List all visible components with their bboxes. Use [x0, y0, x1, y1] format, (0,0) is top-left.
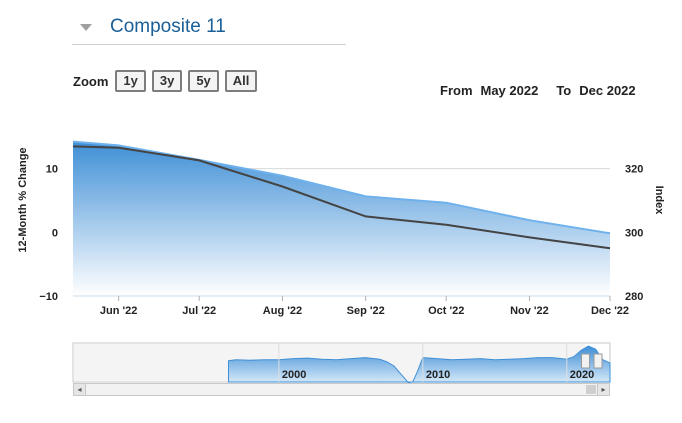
- x-axis-tick-label: Nov '22: [510, 305, 549, 317]
- from-label: From: [440, 83, 473, 98]
- to-date[interactable]: Dec 2022: [579, 83, 636, 98]
- x-axis-tick-label: Jun '22: [100, 305, 137, 317]
- panel-header: Composite 11: [72, 8, 346, 45]
- navigator-tick-label: 2020: [570, 369, 594, 381]
- zoom-1y-button[interactable]: 1y: [115, 70, 146, 92]
- scroll-left-arrow-icon[interactable]: ◂: [74, 384, 86, 395]
- left-axis-title: 12-Month % Change: [17, 147, 29, 252]
- x-axis-tick-label: Sep '22: [347, 305, 385, 317]
- from-date[interactable]: May 2022: [480, 83, 539, 98]
- chart-title: Composite 11: [110, 16, 226, 37]
- navigator-tick-label: 2000: [282, 369, 306, 381]
- zoom-5y-button[interactable]: 5y: [188, 70, 219, 92]
- navigator-handle: [581, 353, 591, 369]
- zoom-all-button[interactable]: All: [224, 70, 258, 92]
- collapse-triangle-icon[interactable]: [80, 24, 92, 31]
- percent-change-series-line: [72, 145, 611, 250]
- left-axis-tick-label: 0: [52, 227, 58, 239]
- left-axis-tick-label: −10: [39, 291, 58, 303]
- x-axis-tick-label: Oct '22: [428, 305, 464, 317]
- zoom-label: Zoom: [73, 73, 109, 89]
- to-label: To: [556, 83, 572, 98]
- index-series-line: [72, 140, 611, 235]
- scrollbar-thumb[interactable]: [586, 385, 596, 394]
- x-axis-tick-label: Jul '22: [182, 305, 216, 317]
- right-axis-tick-label: 300: [625, 227, 643, 239]
- navigator-handle: [593, 353, 603, 369]
- left-axis-tick-label: 10: [46, 164, 58, 176]
- x-axis-tick-label: Dec '22: [591, 305, 629, 317]
- right-axis-tick-label: 280: [625, 291, 643, 303]
- zoom-controls: Zoom 1y 3y 5y All: [73, 70, 263, 92]
- navigator-series-area: [227, 345, 611, 384]
- right-axis-title: Index: [653, 186, 665, 216]
- x-axis-tick-label: Aug '22: [263, 305, 302, 317]
- navigator-tick-label: 2010: [426, 369, 450, 381]
- zoom-3y-button[interactable]: 3y: [151, 70, 183, 92]
- date-range-display: From May 2022 To Dec 2022: [440, 83, 644, 98]
- navigator-scrollbar[interactable]: ◂ ▸: [73, 383, 610, 396]
- index-area: [73, 141, 610, 296]
- scroll-right-arrow-icon[interactable]: ▸: [597, 384, 609, 395]
- right-axis-tick-label: 320: [625, 164, 643, 176]
